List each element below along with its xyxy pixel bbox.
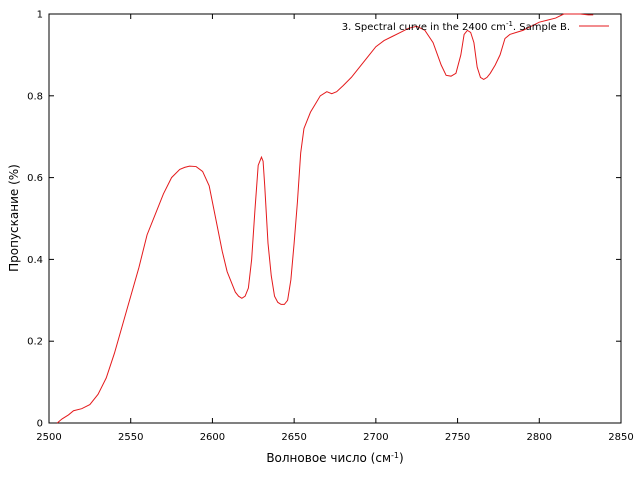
y-tick-label: 0.4 bbox=[27, 255, 43, 266]
legend-label-main: 3. Spectral curve in the 2400 cm bbox=[342, 22, 506, 33]
y-tick-label: 0.2 bbox=[27, 337, 43, 348]
x-tick-label: 2750 bbox=[445, 432, 470, 443]
y-tick-label: 0.6 bbox=[27, 173, 43, 184]
plot-frame bbox=[48, 13, 622, 424]
series-line bbox=[56, 13, 594, 424]
x-tick-label: 2500 bbox=[36, 432, 61, 443]
x-axis-title-sup: -1 bbox=[391, 451, 399, 460]
y-tick-label: 1 bbox=[37, 10, 43, 21]
x-axis-title-main: Волновое число (см bbox=[266, 451, 391, 465]
x-tick-label: 2850 bbox=[608, 432, 633, 443]
x-tick-label: 2700 bbox=[363, 432, 388, 443]
y-tick-label: 0.8 bbox=[27, 91, 43, 102]
x-axis-ticks: 2500 2550 2600 2650 2700 2750 2800 2850 bbox=[36, 14, 634, 443]
y-axis-title: Пропускание (%) bbox=[7, 164, 21, 272]
legend: 3. Spectral curve in the 2400 cm-1. Samp… bbox=[342, 20, 609, 33]
y-axis-ticks: 0 0.2 0.4 0.6 0.8 1 bbox=[27, 10, 621, 430]
x-tick-label: 2650 bbox=[281, 432, 306, 443]
legend-label: 3. Spectral curve in the 2400 cm-1. Samp… bbox=[342, 20, 570, 33]
legend-label-sup: -1 bbox=[506, 20, 513, 28]
x-tick-label: 2550 bbox=[118, 432, 143, 443]
x-axis-title-close: ) bbox=[399, 451, 404, 465]
y-tick-label: 0 bbox=[37, 419, 43, 430]
x-tick-label: 2800 bbox=[527, 432, 552, 443]
x-tick-label: 2600 bbox=[200, 432, 225, 443]
x-axis-title: Волновое число (см-1) bbox=[266, 451, 403, 466]
legend-label-tail: . Sample B. bbox=[513, 22, 570, 33]
